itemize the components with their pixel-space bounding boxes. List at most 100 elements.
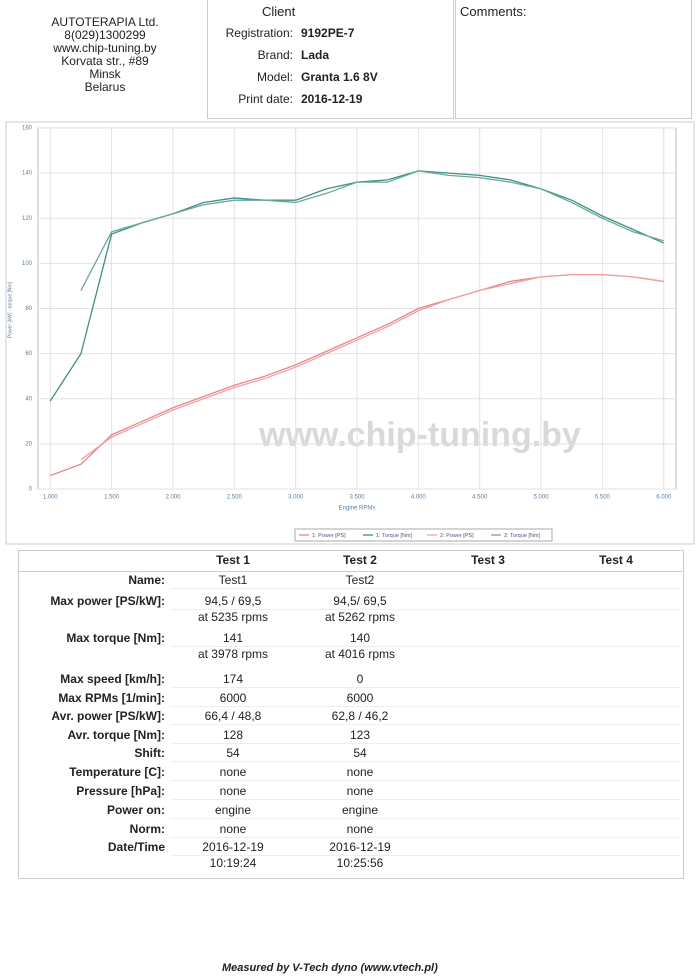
x-tick-label: 4.500: [472, 495, 488, 501]
row-rule: [170, 687, 680, 688]
cell-value: 2016-12-19 10:19:24: [202, 840, 264, 870]
field-label: Brand:: [257, 48, 293, 62]
cell-value: none: [219, 765, 247, 779]
x-tick-label: 1.500: [104, 495, 120, 501]
cell-value: 141 at 3978 rpms: [197, 631, 269, 661]
footer: Measured by V-Tech dyno (www.vtech.pl): [222, 962, 438, 974]
row-rule: [170, 609, 680, 610]
x-tick-label: 1.000: [43, 495, 59, 501]
client-title: Client: [262, 4, 296, 19]
comments-box: [455, 0, 692, 119]
company-line: Belarus: [84, 80, 126, 94]
cell-value: 54: [226, 746, 240, 760]
row-rule: [170, 855, 680, 856]
series-line: [80, 170, 664, 291]
row-rule: [170, 780, 680, 781]
field-value: Lada: [301, 48, 330, 62]
x-tick-label: 5.500: [595, 495, 611, 501]
y-tick-label: 40: [25, 396, 32, 402]
column-header: Test 4: [599, 553, 633, 567]
cell-value: engine: [214, 803, 252, 817]
field-label: Registration:: [225, 26, 293, 40]
series-line: [80, 274, 664, 461]
row-label: Max torque [Nm]:: [66, 631, 165, 645]
field-label: Print date:: [238, 92, 293, 106]
row-rule: [170, 588, 680, 589]
row-rule: [170, 837, 680, 838]
cell-value: 2016-12-19 10:25:56: [329, 840, 391, 870]
cell-value: none: [219, 822, 247, 836]
row-label: Name:: [128, 573, 165, 587]
cell-value: Test2: [345, 573, 375, 587]
table-frame: [18, 550, 684, 879]
row-label: Max RPMs [1/min]:: [58, 691, 165, 705]
x-axis-label: Engine RPMs: [339, 506, 376, 512]
y-tick-label: 20: [25, 441, 32, 447]
x-tick-label: 3.500: [349, 495, 365, 501]
row-rule: [170, 646, 680, 647]
cell-value: none: [346, 765, 374, 779]
cell-value: 54: [353, 746, 367, 760]
row-label: Max power [PS/kW]:: [50, 594, 165, 608]
cell-value: 128: [222, 728, 244, 742]
header-rule: [18, 571, 682, 572]
row-rule: [170, 818, 680, 819]
cell-value: none: [219, 784, 247, 798]
chart-frame: [5, 121, 695, 545]
cell-value: Test1: [218, 573, 248, 587]
row-label: Date/Time: [107, 840, 165, 854]
cell-value: engine: [341, 803, 379, 817]
x-tick-label: 6.000: [656, 495, 672, 501]
row-label: Temperature [C]:: [69, 765, 165, 779]
column-header: Test 2: [343, 553, 377, 567]
row-label: Max speed [km/h]:: [60, 672, 165, 686]
cell-value: 94,5/ 69,5 at 5262 rpms: [324, 594, 396, 624]
column-header: Test 3: [471, 553, 505, 567]
legend-label: 2: Power [PS]: [440, 533, 474, 539]
cell-value: 123: [349, 728, 371, 742]
cell-value: 6000: [346, 691, 374, 705]
row-rule: [170, 706, 680, 707]
cell-value: 140 at 4016 rpms: [324, 631, 396, 661]
row-label: Shift:: [134, 746, 165, 760]
y-tick-label: 120: [22, 216, 33, 222]
company-line: 8(029)1300299: [64, 28, 146, 42]
x-tick-label: 3.000: [288, 495, 304, 501]
field-value: 9192PE-7: [301, 26, 355, 40]
legend: [294, 528, 553, 542]
row-label: Pressure [hPa]:: [76, 784, 165, 798]
row-label: Norm:: [129, 822, 165, 836]
chart: www.chip-tuning.by Engine RPMs Power [kW…: [5, 121, 695, 545]
company-line: AUTOTERAPIA Ltd.: [51, 15, 159, 29]
cell-value: 6000: [219, 691, 247, 705]
x-tick-label: 4.000: [411, 495, 427, 501]
client-box: [207, 0, 454, 119]
cell-value: 62,8 / 46,2: [331, 709, 389, 723]
row-label: Power on:: [106, 803, 165, 817]
field-value: Granta 1.6 8V: [301, 70, 378, 84]
cell-value: 94,5 / 69,5 at 5235 rpms: [197, 594, 269, 624]
watermark: www.chip-tuning.by: [258, 416, 581, 454]
y-tick-label: 160: [22, 126, 33, 132]
x-tick-label: 2.000: [165, 495, 181, 501]
legend-label: 1: Torque [Nm]: [376, 533, 412, 539]
row-rule: [170, 724, 680, 725]
row-rule: [170, 761, 680, 762]
row-rule: [170, 743, 680, 744]
row-rule: [170, 799, 680, 800]
row-label: Avr. power [PS/kW]:: [51, 709, 165, 723]
cell-value: 174: [222, 672, 244, 686]
y-tick-label: 140: [22, 171, 33, 177]
field-value: 2016-12-19: [301, 92, 363, 106]
company-line: Minsk: [89, 67, 121, 81]
y-tick-label: 80: [25, 306, 32, 312]
row-label: Avr. torque [Nm]:: [67, 728, 165, 742]
legend-label: 1: Power [PS]: [312, 533, 346, 539]
x-tick-label: 2.500: [227, 495, 243, 501]
y-tick-label: 100: [22, 261, 33, 267]
cell-value: none: [346, 822, 374, 836]
comments-title: Comments:: [460, 4, 527, 19]
y-tick-label: 60: [25, 351, 32, 357]
company-line: Korvata str., #89: [61, 54, 149, 68]
